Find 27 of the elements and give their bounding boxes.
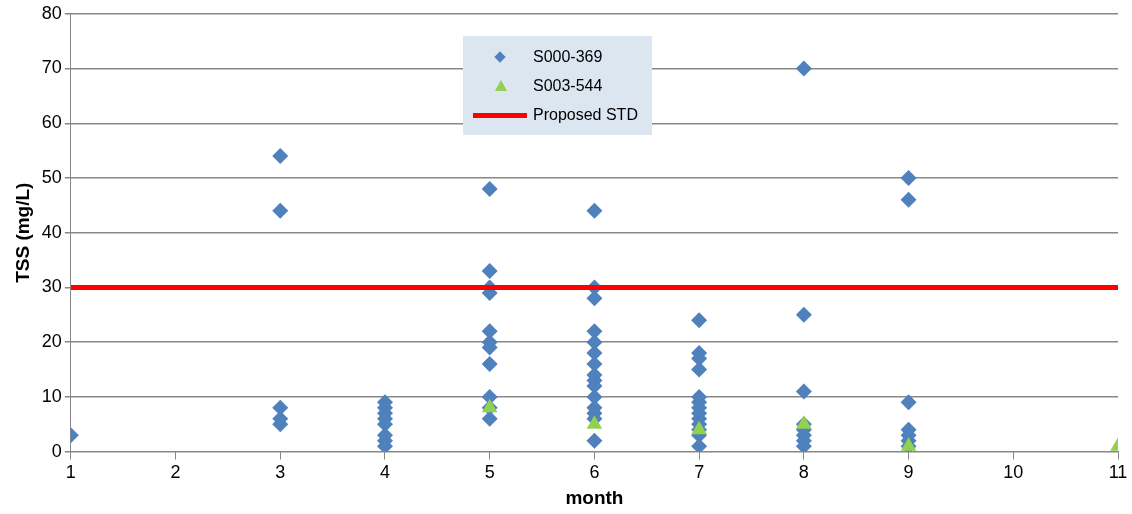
y-tick-label: 70 <box>41 57 62 78</box>
x-tick-label: 7 <box>694 462 705 483</box>
point <box>796 415 812 429</box>
x-tick-label: 3 <box>275 462 286 483</box>
x-tick-label: 6 <box>589 462 600 483</box>
y-tick-label: 0 <box>51 440 62 461</box>
x-tick-label: 11 <box>1108 462 1128 483</box>
x-tick-label: 2 <box>170 462 181 483</box>
y-tick-label: 20 <box>41 331 62 352</box>
x-axis-title: month <box>565 486 624 508</box>
y-tick-label: 40 <box>41 221 62 242</box>
x-tick-label: 10 <box>1003 462 1024 483</box>
x-tick-label: 5 <box>484 462 495 483</box>
y-tick-label: 80 <box>41 2 62 23</box>
x-tick-label: 9 <box>903 462 914 483</box>
legend-label: S000-369 <box>533 47 603 66</box>
legend-label: Proposed STD <box>533 105 638 124</box>
y-tick-label: 60 <box>41 112 62 133</box>
x-tick-label: 8 <box>798 462 809 483</box>
y-tick-label: 30 <box>41 276 62 297</box>
y-axis-title: TSS (mg/L) <box>11 182 33 283</box>
y-tick-label: 50 <box>41 166 62 187</box>
y-tick-label: 10 <box>41 385 62 406</box>
legend-label: S003-544 <box>533 76 603 95</box>
x-tick-label: 1 <box>65 462 76 483</box>
point <box>586 415 603 429</box>
x-tick-label: 4 <box>379 462 390 483</box>
